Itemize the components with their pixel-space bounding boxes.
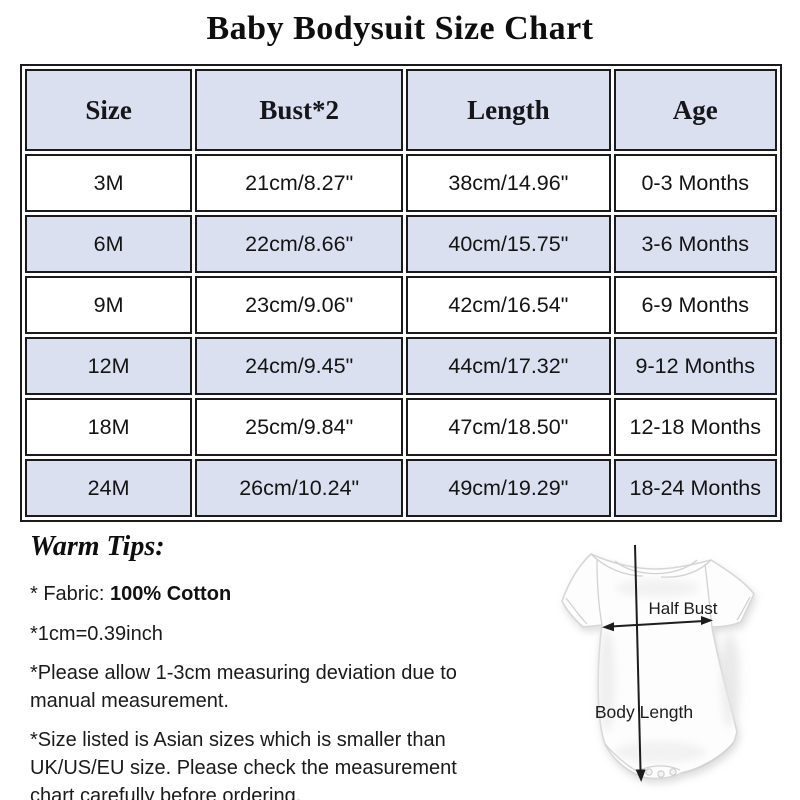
tip-cm-conversion: *1cm=0.39inch (30, 622, 163, 645)
snap-buttons (645, 768, 677, 778)
cell-bust: 21cm/8.27" (195, 154, 404, 212)
col-header-length: Length (406, 69, 611, 151)
table-row: 9M 23cm/9.06" 42cm/16.54" 6-9 Months (25, 276, 777, 334)
tip-fabric-prefix: * Fabric: (30, 583, 111, 605)
tip-fabric-bold: 100% Cotton (110, 583, 232, 605)
cell-bust: 26cm/10.24" (195, 459, 404, 517)
warm-tips-section: Warm Tips: * Fabric: 100% Cotton *1cm=0.… (30, 531, 550, 800)
tip-deviation: *Please allow 1-3cm measuring deviation … (30, 662, 457, 712)
table-header-row: Size Bust*2 Length Age (25, 69, 777, 151)
col-header-bust: Bust*2 (195, 69, 404, 151)
tip-fabric: * Fabric: 100% Cotton (30, 581, 550, 609)
cell-bust: 23cm/9.06" (195, 276, 404, 334)
cell-size: 24M (25, 459, 193, 517)
cell-size: 18M (25, 398, 193, 456)
col-header-size: Size (25, 69, 193, 151)
page-title: Baby Bodysuit Size Chart (206, 10, 594, 47)
cell-bust: 22cm/8.66" (195, 215, 404, 273)
table-row: 12M 24cm/9.45" 44cm/17.32" 9-12 Months (25, 337, 777, 395)
cell-age: 6-9 Months (613, 276, 777, 334)
half-bust-arrow (602, 616, 713, 632)
warm-tips-heading: Warm Tips: (30, 531, 165, 562)
bodysuit-graphic (561, 553, 755, 780)
table-row: 6M 22cm/8.66" 40cm/15.75" 3-6 Months (25, 215, 777, 273)
table-row: 24M 26cm/10.24" 49cm/19.29" 18-24 Months (25, 459, 777, 517)
cell-bust: 24cm/9.45" (195, 337, 404, 395)
bodysuit-measurement-diagram: Half Bust Body Length (545, 530, 800, 800)
col-header-age: Age (613, 69, 777, 151)
cell-length: 40cm/15.75" (406, 215, 611, 273)
cell-size: 12M (25, 337, 193, 395)
tip-asian-size: *Size listed is Asian sizes which is sma… (30, 729, 457, 800)
table-row: 3M 21cm/8.27" 38cm/14.96" 0-3 Months (25, 154, 777, 212)
cell-length: 42cm/16.54" (406, 276, 611, 334)
cell-age: 12-18 Months (613, 398, 777, 456)
cell-age: 18-24 Months (613, 459, 777, 517)
cell-size: 6M (25, 215, 193, 273)
cell-bust: 25cm/9.84" (195, 398, 404, 456)
cell-age: 9-12 Months (613, 337, 777, 395)
cell-size: 3M (25, 154, 193, 212)
body-length-arrow (634, 544, 646, 782)
cell-length: 49cm/19.29" (406, 459, 611, 517)
cell-length: 47cm/18.50" (406, 398, 611, 456)
half-bust-label: Half Bust (649, 599, 718, 618)
bodysuit-seams (565, 553, 751, 775)
body-length-label: Body Length (595, 702, 693, 722)
table-row: 18M 25cm/9.84" 47cm/18.50" 12-18 Months (25, 398, 777, 456)
size-chart-table: Size Bust*2 Length Age 3M 21cm/8.27" 38c… (20, 64, 782, 522)
cell-age: 3-6 Months (613, 215, 777, 273)
cell-length: 44cm/17.32" (406, 337, 611, 395)
cell-size: 9M (25, 276, 193, 334)
cell-length: 38cm/14.96" (406, 154, 611, 212)
cell-age: 0-3 Months (613, 154, 777, 212)
